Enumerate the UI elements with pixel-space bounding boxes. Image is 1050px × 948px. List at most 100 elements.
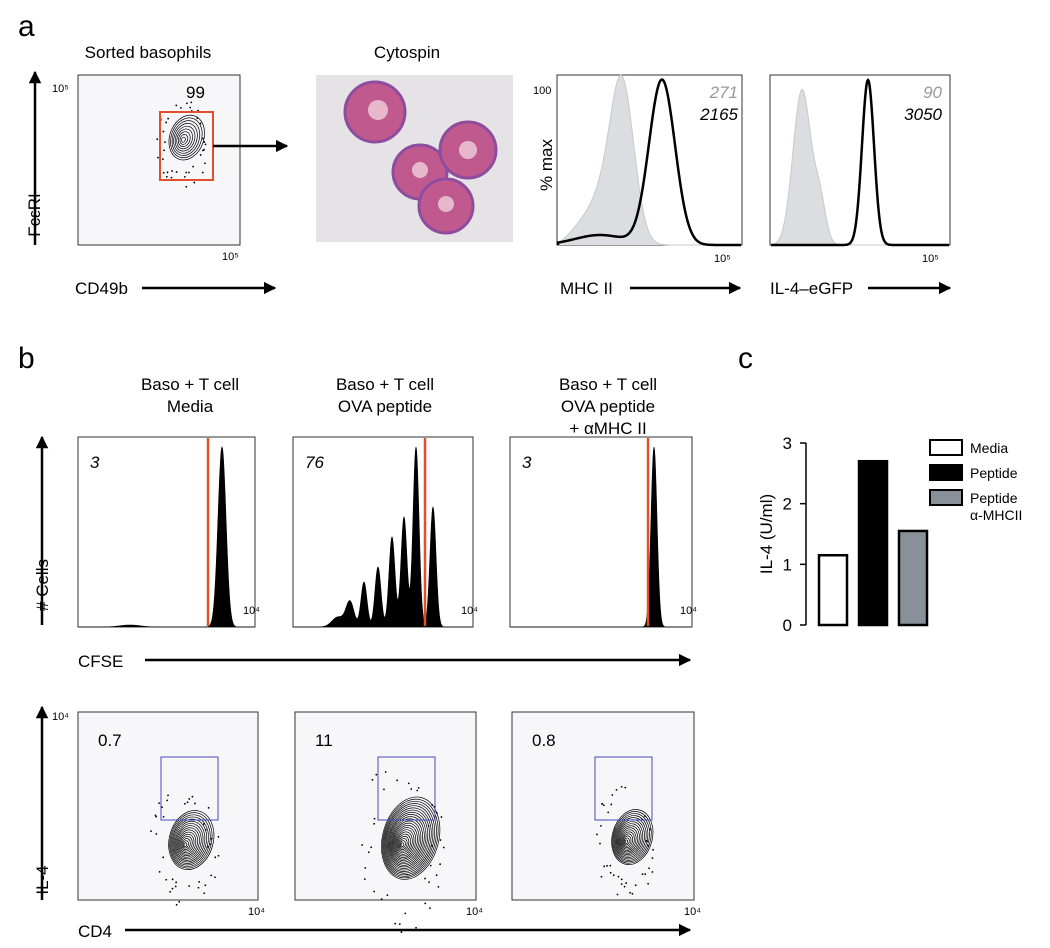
event-dot	[644, 873, 647, 876]
event-dot	[166, 799, 169, 802]
contour-line	[398, 838, 408, 851]
event-dot	[424, 902, 427, 905]
event-dot	[185, 185, 188, 188]
tick-label: 10⁵	[222, 251, 239, 263]
event-dot	[201, 171, 204, 174]
histogram-curve	[511, 446, 691, 628]
plot-frame	[509, 436, 693, 628]
contour-line	[623, 837, 630, 846]
contour-line	[168, 114, 205, 161]
event-dot	[198, 881, 201, 883]
event-dot	[367, 851, 370, 854]
event-dot	[202, 823, 205, 825]
event-dot	[646, 840, 649, 843]
event-dot	[214, 876, 216, 879]
legend-swatch	[929, 489, 963, 506]
contour-line	[616, 821, 644, 857]
event-dot	[183, 802, 186, 805]
contour-line	[382, 798, 439, 879]
event-dot	[194, 802, 196, 805]
event-dot	[161, 806, 163, 809]
contour-line	[619, 827, 639, 853]
event-dot	[623, 885, 626, 888]
event-dot	[629, 891, 632, 894]
event-dot	[210, 837, 213, 840]
event-dot	[430, 844, 433, 847]
event-dot	[157, 156, 159, 159]
event-dot	[648, 867, 650, 870]
contour-line	[396, 831, 413, 855]
event-dot	[407, 782, 410, 785]
event-dot	[416, 789, 419, 792]
event-dot	[189, 106, 192, 109]
panel-label: b	[18, 342, 35, 375]
event-dot	[634, 884, 637, 887]
event-dot	[651, 871, 654, 873]
contour-line	[178, 831, 197, 855]
event-dot	[371, 778, 374, 781]
y-tick-label: 1	[783, 555, 792, 574]
event-dot	[170, 176, 173, 179]
contour-line	[170, 814, 211, 867]
gate-value: 3	[90, 453, 100, 472]
event-dot	[428, 881, 430, 884]
event-dot	[206, 845, 209, 848]
event-dot	[644, 815, 646, 818]
axis-label: MHC II	[560, 279, 613, 298]
event-dot	[609, 871, 612, 874]
event-dot	[180, 106, 182, 109]
bar	[897, 529, 929, 627]
y-tick-label: 0	[783, 616, 792, 635]
event-dot	[217, 835, 220, 838]
event-dot	[203, 892, 206, 895]
tick-label: 10⁴	[466, 906, 483, 918]
event-dot	[202, 137, 204, 140]
event-dot	[175, 171, 178, 173]
y-tick-label: 3	[783, 434, 792, 453]
contour	[596, 785, 654, 896]
gate-value: 11	[315, 731, 333, 750]
histogram-curve	[294, 446, 472, 628]
contour-line	[613, 815, 649, 861]
event-dot	[431, 804, 434, 806]
event-dot	[394, 922, 397, 925]
event-dot	[603, 865, 606, 868]
event-dot	[162, 171, 165, 174]
event-dot	[199, 154, 202, 156]
event-dot	[607, 811, 610, 814]
contour-line	[400, 842, 405, 847]
axis-label: CFSE	[78, 652, 123, 671]
gate-value: 0.7	[98, 731, 122, 750]
event-dot	[386, 894, 389, 896]
contour-line	[390, 818, 423, 865]
contour-line	[171, 816, 209, 866]
axis-label: # Cells	[33, 559, 52, 611]
contour-line	[175, 825, 202, 860]
condition-label: OVA peptide	[561, 397, 655, 416]
event-dot	[599, 842, 601, 845]
event-dot	[204, 828, 207, 831]
contour-line	[182, 840, 189, 849]
event-dot	[199, 122, 202, 125]
axis-label: CD4	[78, 922, 112, 941]
event-dot	[150, 830, 152, 833]
event-dot	[429, 907, 431, 910]
control-value: 90	[923, 83, 942, 102]
contour-line	[392, 822, 420, 861]
bar	[857, 459, 889, 627]
event-dot	[373, 817, 376, 820]
contour-line	[393, 825, 418, 860]
histogram-curve	[771, 78, 949, 247]
event-dot	[164, 141, 166, 143]
contour-line	[169, 812, 213, 869]
contour-line	[176, 128, 193, 150]
condition-label: Baso + T cell	[141, 375, 239, 394]
contour-line	[618, 825, 640, 854]
event-dot	[429, 864, 432, 867]
event-dot	[196, 117, 199, 120]
histogram	[770, 78, 949, 247]
tick-label: 10⁴	[52, 711, 69, 723]
tick-label: 10⁴	[461, 605, 478, 617]
contour-line	[170, 117, 203, 159]
event-dot	[612, 874, 615, 876]
